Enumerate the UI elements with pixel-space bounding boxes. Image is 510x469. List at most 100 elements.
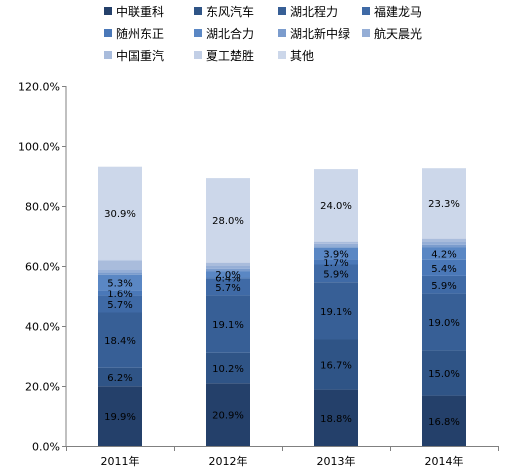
legend-swatch xyxy=(362,29,370,37)
legend-label: 中国重汽 xyxy=(116,48,165,63)
y-tick-label: 80.0% xyxy=(25,201,60,214)
legend-label: 航天晨光 xyxy=(374,26,423,41)
bar-segment xyxy=(98,312,142,368)
bar-segment xyxy=(206,266,250,269)
legend-label: 湖北合力 xyxy=(206,26,255,41)
data-label: 2.0% xyxy=(215,270,240,281)
bar-segment xyxy=(206,295,250,353)
data-label: 10.2% xyxy=(212,364,244,375)
data-label: 18.8% xyxy=(320,414,352,425)
data-label: 19.1% xyxy=(212,320,244,331)
data-label: 0.4% xyxy=(215,274,240,285)
legend-swatch xyxy=(362,7,370,15)
bar-segment xyxy=(206,352,250,384)
legend-item: 湖北新中绿 xyxy=(278,24,350,42)
bar-segment xyxy=(98,386,142,446)
data-label: 5.9% xyxy=(431,281,456,292)
bar-segment xyxy=(422,259,466,276)
x-tick-label: 2011年 xyxy=(101,454,140,468)
data-label: 18.4% xyxy=(104,336,136,347)
bar-segment xyxy=(98,166,142,260)
data-label: 6.2% xyxy=(107,373,132,384)
bar-segment xyxy=(422,239,466,242)
legend-label: 福建龙马 xyxy=(374,4,423,19)
bar-segment xyxy=(314,389,358,446)
bar-segment xyxy=(314,259,358,265)
y-tick-label: 100.0% xyxy=(18,141,60,154)
legend-label: 湖北新中绿 xyxy=(290,26,351,41)
legend-swatch xyxy=(104,7,112,15)
legend-item: 湖北合力 xyxy=(194,24,254,42)
bar-segment xyxy=(314,242,358,244)
data-label: 1.7% xyxy=(323,258,348,269)
legend-swatch xyxy=(194,7,202,15)
legend-swatch xyxy=(278,51,286,59)
bar-segment xyxy=(422,293,466,351)
bar-segment xyxy=(98,269,142,273)
bar-segment xyxy=(314,247,358,260)
bar-segment xyxy=(422,247,466,260)
bar-segment xyxy=(98,367,142,387)
legend-label: 随州东正 xyxy=(116,26,165,41)
data-label: 5.4% xyxy=(431,264,456,275)
legend-swatch xyxy=(104,51,112,59)
legend-item: 航天晨光 xyxy=(362,24,422,42)
data-label: 24.0% xyxy=(320,201,352,212)
data-label: 16.7% xyxy=(320,361,352,372)
y-tick-label: 40.0% xyxy=(25,321,60,334)
bar-segment xyxy=(206,178,250,263)
legend-item: 夏工楚胜 xyxy=(194,46,254,64)
data-label: 19.1% xyxy=(320,307,352,318)
bar-segment xyxy=(206,262,250,263)
legend-label: 夏工楚胜 xyxy=(206,48,255,63)
bar-segment xyxy=(206,271,250,278)
bar-segment xyxy=(422,244,466,248)
bar-segment xyxy=(206,268,250,272)
bar-segment xyxy=(98,260,142,270)
bar-segment xyxy=(422,275,466,294)
y-tick-label: 0.0% xyxy=(32,441,60,454)
legend-swatch xyxy=(104,29,112,37)
bar-segment xyxy=(98,295,142,313)
bar-segment xyxy=(206,277,250,279)
legend-swatch xyxy=(194,29,202,37)
data-label: 5.7% xyxy=(215,283,240,294)
bar-segment xyxy=(98,259,142,261)
bar-segment xyxy=(314,282,358,340)
bar-segment xyxy=(422,168,466,239)
bar-segment xyxy=(206,278,250,296)
data-label: 5.3% xyxy=(107,279,132,290)
legend-swatch xyxy=(194,51,202,59)
bar-segment xyxy=(98,274,142,291)
bar-segment xyxy=(422,395,466,446)
bar-segment xyxy=(422,238,466,239)
legend-label: 湖北程力 xyxy=(290,4,339,19)
data-label: 23.3% xyxy=(428,199,460,210)
data-label: 16.8% xyxy=(428,417,460,428)
bar-segment xyxy=(422,350,466,396)
bar-segment xyxy=(98,290,142,296)
legend-swatch xyxy=(278,7,286,15)
legend-item: 随州东正 xyxy=(104,24,164,42)
data-label: 19.9% xyxy=(104,412,136,423)
x-tick-label: 2014年 xyxy=(425,454,464,468)
data-label: 1.6% xyxy=(107,289,132,300)
bar-segment xyxy=(422,242,466,245)
bar-segment xyxy=(98,272,142,275)
legend-item: 东风汽车 xyxy=(194,2,254,20)
x-tick-label: 2013年 xyxy=(317,454,356,468)
data-label: 15.0% xyxy=(428,369,460,380)
y-tick-label: 20.0% xyxy=(25,381,60,394)
bar-segment xyxy=(314,264,358,283)
data-label: 30.9% xyxy=(104,209,136,220)
data-label: 4.2% xyxy=(431,249,456,260)
legend-item: 福建龙马 xyxy=(362,2,422,20)
legend-label: 东风汽车 xyxy=(206,4,255,19)
bar-segment xyxy=(314,339,358,390)
legend-item: 中国重汽 xyxy=(104,46,164,64)
data-label: 5.7% xyxy=(107,300,132,311)
data-label: 20.9% xyxy=(212,411,244,422)
data-label: 19.0% xyxy=(428,318,460,329)
bar-segment xyxy=(314,243,358,247)
